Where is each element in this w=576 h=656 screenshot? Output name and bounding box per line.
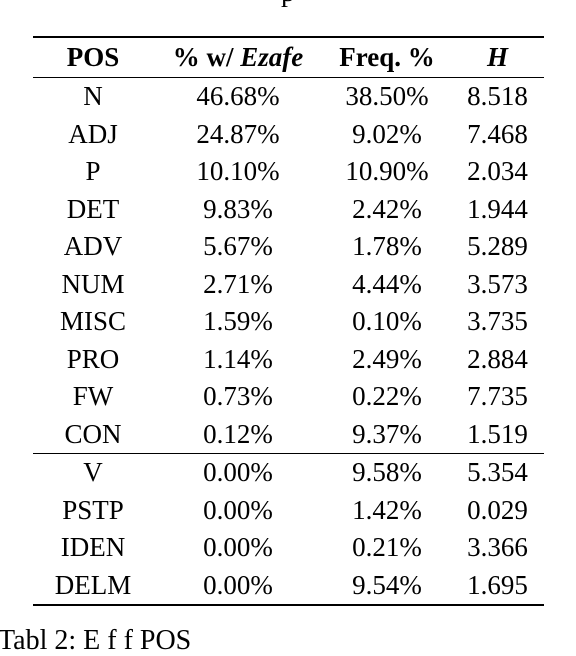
cell-h: 7.468 bbox=[467, 118, 528, 149]
cell-pos: FW bbox=[72, 381, 114, 411]
cell-pos: NUM bbox=[61, 268, 125, 299]
cell-freq: 38.50% bbox=[345, 81, 429, 111]
table-row: PSTP 0.00% 1.42% 0.029 bbox=[33, 492, 544, 530]
cell-freq: 0.22% bbox=[352, 381, 422, 411]
cell-h: 2.884 bbox=[467, 343, 528, 374]
cell-pos: ADV bbox=[63, 231, 123, 261]
cell-freq: 4.44% bbox=[352, 268, 422, 299]
cell-freq: 1.42% bbox=[352, 494, 422, 525]
cell-ezafe: 1.59% bbox=[203, 306, 273, 336]
cell-pos: ADJ bbox=[68, 118, 118, 149]
cell-pos: N bbox=[83, 81, 103, 111]
cell-freq: 10.90% bbox=[345, 156, 429, 186]
cell-h: 3.735 bbox=[467, 306, 528, 336]
cell-ezafe: 0.00% bbox=[203, 569, 273, 600]
table-row: CON 0.12% 9.37% 1.519 bbox=[33, 416, 544, 454]
cell-ezafe: 24.87% bbox=[196, 118, 280, 149]
pos-ezafe-table: POS % w/ Ezafe Freq. % H N 46.68% 38.50% 8.… bbox=[33, 36, 544, 606]
cell-ezafe: 1.14% bbox=[203, 343, 273, 374]
header-row: POS % w/ Ezafe Freq. % H bbox=[33, 37, 544, 78]
cell-ezafe: 9.83% bbox=[203, 193, 273, 224]
cell-ezafe: 0.00% bbox=[203, 532, 273, 562]
header-frequency-percent: Freq. % bbox=[339, 42, 435, 72]
table-row: MISC 1.59% 0.10% 3.735 bbox=[33, 303, 544, 341]
table-row: N 46.68% 38.50% 8.518 bbox=[33, 78, 544, 116]
cell-ezafe: 10.10% bbox=[196, 156, 280, 186]
cell-pos: PSTP bbox=[62, 494, 124, 525]
cell-h: 1.519 bbox=[467, 418, 528, 449]
table-row: ADV 5.67% 1.78% 5.289 bbox=[33, 228, 544, 266]
header-entropy: H bbox=[486, 42, 508, 72]
table-row: V 0.00% 9.58% 5.354 bbox=[33, 453, 544, 492]
cell-h: 5.354 bbox=[467, 457, 528, 487]
cell-h: 1.695 bbox=[467, 569, 528, 600]
table-row: DELM 0.00% 9.54% 1.695 bbox=[33, 567, 544, 605]
cell-ezafe: 0.00% bbox=[203, 494, 273, 525]
cell-freq: 0.21% bbox=[352, 532, 422, 562]
cell-pos: P bbox=[85, 156, 101, 186]
table-row: ADJ 24.87% 9.02% 7.468 bbox=[33, 116, 544, 154]
cell-ezafe: 0.73% bbox=[203, 381, 273, 411]
cell-freq: 9.54% bbox=[352, 569, 422, 600]
cell-h: 3.573 bbox=[467, 268, 528, 299]
cell-ezafe: 0.12% bbox=[203, 418, 273, 449]
cell-h: 3.366 bbox=[467, 532, 528, 562]
table-row: P 10.10% 10.90% 2.034 bbox=[33, 153, 544, 191]
cell-pos: V bbox=[83, 457, 103, 487]
cell-ezafe: 5.67% bbox=[203, 231, 273, 261]
cell-h: 7.735 bbox=[467, 381, 528, 411]
clipped-table-caption: Tabl 2: E f f POS bbox=[0, 625, 192, 656]
table-body-group-2: V 0.00% 9.58% 5.354 PSTP 0.00% 1.42% 0.029 IDE… bbox=[33, 453, 544, 605]
cell-freq: 9.37% bbox=[352, 418, 422, 449]
table-row: FW 0.73% 0.22% 7.735 bbox=[33, 378, 544, 416]
cell-freq: 9.02% bbox=[352, 118, 422, 149]
table-row: NUM 2.71% 4.44% 3.573 bbox=[33, 266, 544, 304]
cell-ezafe: 0.00% bbox=[203, 457, 273, 487]
cell-freq: 1.78% bbox=[352, 231, 422, 261]
cell-freq: 9.58% bbox=[352, 457, 422, 487]
cell-h: 5.289 bbox=[467, 231, 528, 261]
cell-ezafe: 46.68% bbox=[196, 81, 280, 111]
cell-pos: IDEN bbox=[60, 532, 126, 562]
cell-ezafe: 2.71% bbox=[203, 268, 273, 299]
cell-pos: MISC bbox=[59, 306, 127, 336]
cell-h: 1.944 bbox=[467, 193, 528, 224]
cell-freq: 2.49% bbox=[352, 343, 422, 374]
cell-pos: PRO bbox=[66, 343, 120, 374]
table-row: DET 9.83% 2.42% 1.944 bbox=[33, 191, 544, 229]
header-ezafe-percent: % w/ Ezafe bbox=[172, 42, 304, 72]
cell-h: 0.029 bbox=[467, 494, 528, 525]
cell-pos: DET bbox=[66, 193, 120, 224]
table-body-group-1: N 46.68% 38.50% 8.518 ADJ 24.87% 9.02% 7.468 P… bbox=[33, 78, 544, 454]
cell-freq: 2.42% bbox=[352, 193, 422, 224]
cell-pos: CON bbox=[64, 418, 122, 449]
header-pos: POS bbox=[66, 42, 120, 72]
cell-freq: 0.10% bbox=[352, 306, 422, 336]
table-row: IDEN 0.00% 0.21% 3.366 bbox=[33, 529, 544, 567]
cell-pos: DELM bbox=[54, 569, 132, 600]
cell-h: 8.518 bbox=[467, 81, 528, 111]
cell-h: 2.034 bbox=[467, 156, 528, 186]
clipped-preceding-text: p bbox=[0, 0, 576, 8]
table-row: PRO 1.14% 2.49% 2.884 bbox=[33, 341, 544, 379]
table-header: POS % w/ Ezafe Freq. % H bbox=[33, 37, 544, 78]
